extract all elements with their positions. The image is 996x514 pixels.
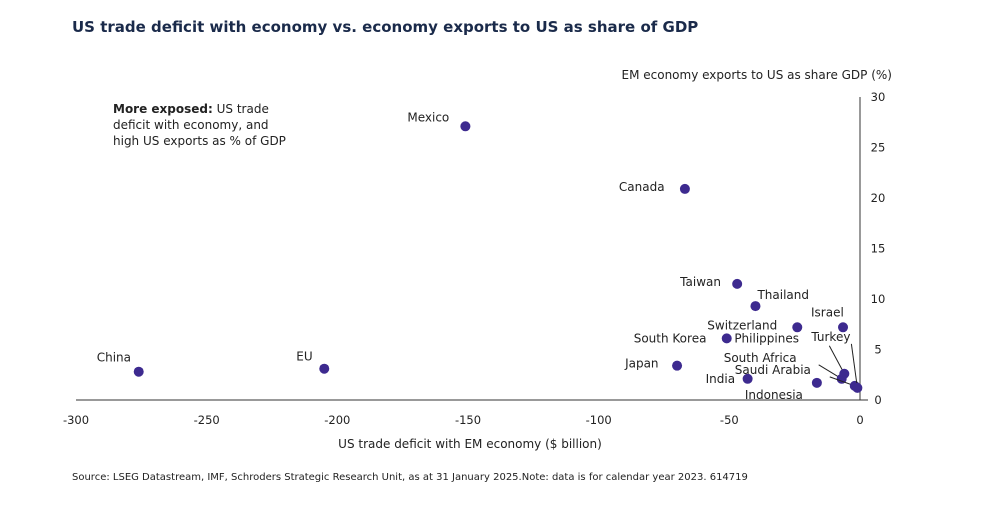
point-label: Mexico xyxy=(407,110,449,124)
point-label: Indonesia xyxy=(745,388,803,402)
data-point-thailand xyxy=(750,301,761,312)
point-label: South Africa xyxy=(724,351,797,365)
x-axis-label: US trade deficit with EM economy ($ bill… xyxy=(338,437,602,451)
y-tick-label: 25 xyxy=(871,141,886,155)
data-point-japan xyxy=(672,360,683,371)
data-point-mexico xyxy=(460,121,471,132)
x-tick-label: -300 xyxy=(63,413,89,427)
data-point-switzerland xyxy=(792,322,803,333)
x-tick-label: -200 xyxy=(324,413,350,427)
y-tick-label: 20 xyxy=(871,191,886,205)
point-label: India xyxy=(706,372,735,386)
point-label: Saudi Arabia xyxy=(735,363,811,377)
chart-title: US trade deficit with economy vs. econom… xyxy=(72,18,698,36)
data-point-turkey xyxy=(852,382,863,393)
point-label: Canada xyxy=(619,180,665,194)
data-point-canada xyxy=(679,183,690,194)
point-label: Philippines xyxy=(734,332,799,346)
point-label: Switzerland xyxy=(707,318,777,332)
data-point-indonesia xyxy=(811,377,822,388)
point-label: Turkey xyxy=(810,330,850,344)
y-tick-label: 15 xyxy=(871,242,886,256)
x-tick-label: -150 xyxy=(455,413,481,427)
y-tick-label: 30 xyxy=(871,90,886,104)
y-tick-label: 10 xyxy=(871,292,886,306)
data-point-china xyxy=(133,366,144,377)
point-label: Japan xyxy=(624,357,658,371)
data-point-india xyxy=(742,373,753,384)
point-label: EU xyxy=(296,350,312,364)
data-point-taiwan xyxy=(732,278,743,289)
x-tick-label: -250 xyxy=(194,413,220,427)
source-note: Source: LSEG Datastream, IMF, Schroders … xyxy=(72,472,748,483)
point-label: Israel xyxy=(811,305,844,319)
data-point-south-korea xyxy=(721,333,732,344)
point-label: South Korea xyxy=(634,331,707,345)
point-label: Taiwan xyxy=(679,275,721,289)
annotation-line: high US exports as % of GDP xyxy=(113,134,286,148)
annotation-line: deficit with economy, and xyxy=(113,118,269,132)
data-point-israel xyxy=(838,322,849,333)
y-tick-label: 0 xyxy=(874,393,881,407)
annotation: More exposed: US trade xyxy=(113,102,269,116)
x-tick-label: -50 xyxy=(720,413,739,427)
leader-line xyxy=(850,343,858,388)
data-point-eu xyxy=(319,363,330,374)
data-point-south-africa xyxy=(836,373,847,384)
y-tick-label: 5 xyxy=(874,343,881,357)
x-tick-label: 0 xyxy=(856,413,863,427)
point-label: Thailand xyxy=(756,288,809,302)
x-tick-label: -100 xyxy=(586,413,612,427)
leader-line xyxy=(828,345,845,374)
point-label: China xyxy=(97,351,131,365)
y-axis-label: EM economy exports to US as share GDP (%… xyxy=(622,68,893,82)
